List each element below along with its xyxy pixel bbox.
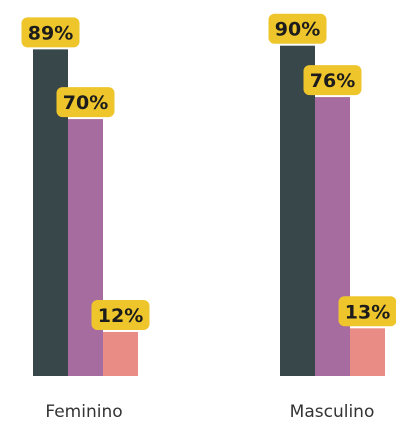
- data-label-badge-feminino-3: [91, 299, 150, 330]
- data-label-masculino-3: 13%: [345, 301, 390, 323]
- bar-masculino-2: [315, 97, 350, 376]
- data-label-masculino-2: 76%: [310, 70, 355, 92]
- category-labels-layer: Feminino Masculino: [45, 402, 374, 422]
- data-label-badge-masculino-2: [303, 65, 362, 96]
- data-label-badge-feminino-2: [56, 87, 115, 118]
- bar-feminino-2: [68, 119, 103, 376]
- data-label-feminino-1: 89%: [28, 22, 73, 44]
- bar-masculino-1: [280, 45, 315, 376]
- data-label-badge-masculino-3: [338, 296, 396, 327]
- data-label-feminino-2: 70%: [63, 92, 108, 114]
- data-label-feminino-3: 12%: [98, 305, 143, 327]
- category-label-feminino: Feminino: [45, 402, 122, 422]
- data-label-badge-feminino-1: [21, 17, 80, 48]
- data-label-badge-masculino-1: [268, 13, 327, 44]
- bar-feminino-3: [103, 331, 138, 376]
- bars-layer: [33, 45, 385, 377]
- category-label-masculino: Masculino: [290, 402, 375, 422]
- data-labels-layer: 89% 70% 12% 90% 76% 13%: [21, 13, 396, 330]
- bar-masculino-3: [350, 328, 385, 376]
- data-label-masculino-1: 90%: [275, 19, 320, 41]
